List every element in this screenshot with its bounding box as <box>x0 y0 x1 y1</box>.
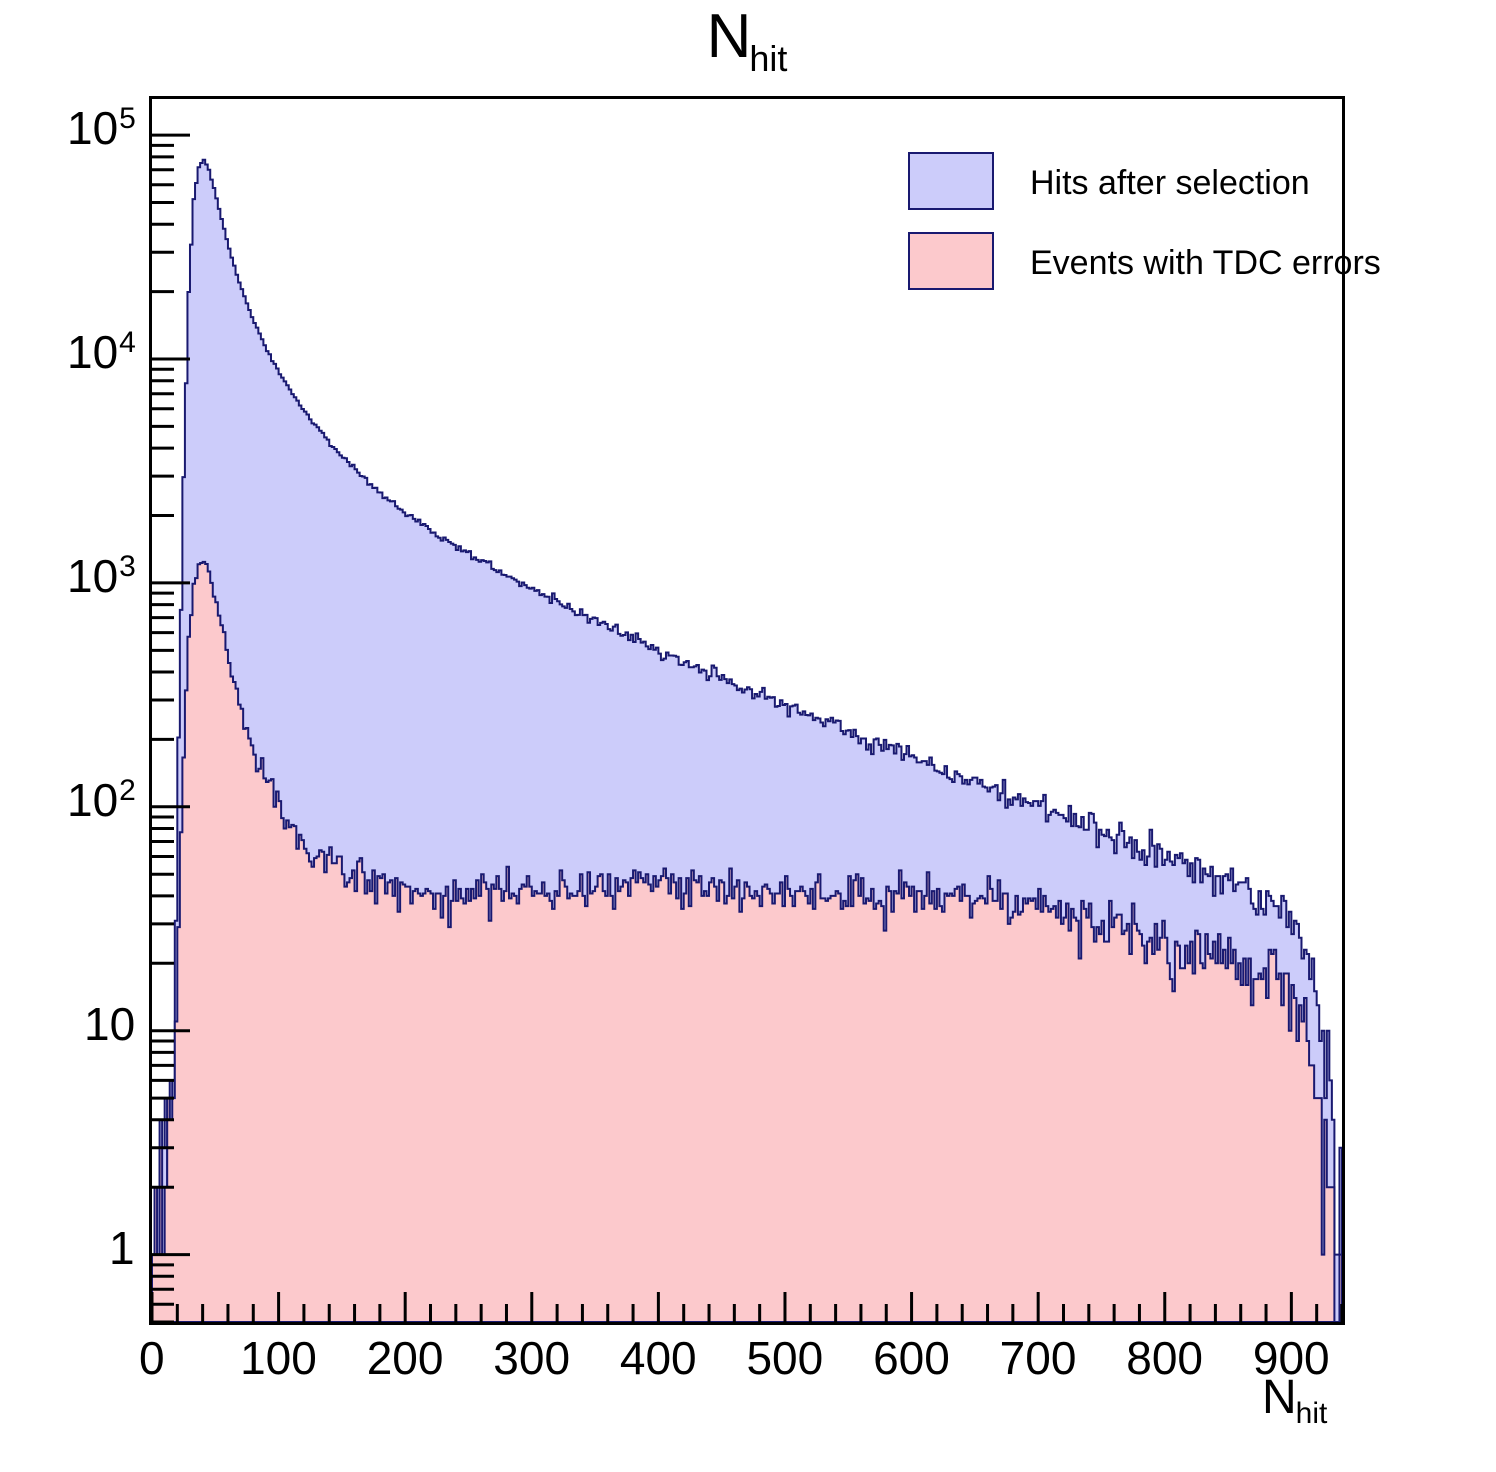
legend-label: Hits after selection <box>1030 164 1310 202</box>
legend-label: Events with TDC errors <box>1030 244 1381 282</box>
x-tick-label: 500 <box>746 1332 824 1384</box>
x-axis-title-base: N <box>1262 1371 1297 1424</box>
y-tick-label: 1 <box>109 1221 135 1274</box>
x-axis-title-subscript: hit <box>1295 1397 1328 1430</box>
y-tick-label: 105 <box>67 102 136 155</box>
plot-frame <box>149 96 1345 1325</box>
page-title: Nhit <box>0 6 1496 77</box>
x-tick-label: 900 <box>1252 1332 1330 1384</box>
y-tick-label: 103 <box>67 549 136 602</box>
x-tick-label: 400 <box>619 1332 697 1384</box>
y-tick-label: 10 <box>84 997 136 1050</box>
histogram-events-with-tdc-errors <box>152 560 1342 1322</box>
y-tick-label: 104 <box>67 326 136 379</box>
x-tick-label: 600 <box>873 1332 950 1384</box>
x-axis-title: Nhit <box>1262 1371 1328 1429</box>
legend-swatch-events-with-tdc-errors <box>908 232 994 290</box>
x-tick-label: 200 <box>366 1332 444 1384</box>
x-tick-label: 800 <box>1126 1332 1204 1384</box>
legend-swatch-hits-after-selection <box>908 152 994 210</box>
x-tick-label: 300 <box>493 1332 571 1384</box>
histogram-canvas <box>152 158 1342 1322</box>
legend: Hits after selection Events with TDC erro… <box>908 152 1381 292</box>
x-tick-label: 100 <box>240 1332 317 1384</box>
page-title-subscript: hit <box>749 38 788 79</box>
page-title-base: N <box>706 2 752 71</box>
y-tick-label: 102 <box>67 773 136 826</box>
x-tick-label: 700 <box>999 1332 1077 1384</box>
x-tick-label: 0 <box>139 1332 165 1384</box>
